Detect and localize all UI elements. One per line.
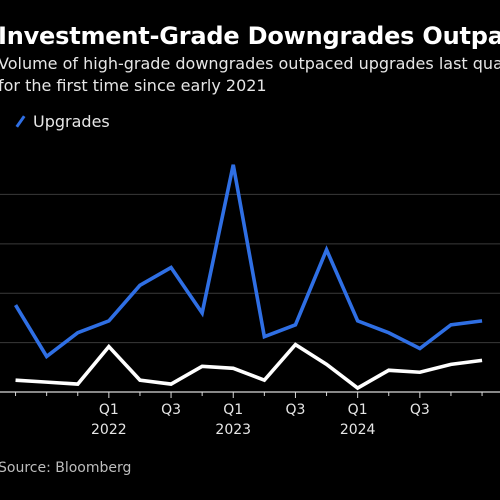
series-line-upgrades: [14, 164, 483, 360]
series-line-downgrades: [15, 342, 483, 391]
legend: Upgrades: [14, 112, 110, 131]
chart-subtitle-line-1: Volume of high-grade downgrades outpaced…: [0, 54, 500, 73]
x-tick-label-6: Q3: [410, 402, 430, 418]
x-tick-label-1: Q1: [99, 402, 119, 418]
x-tick-year-3: 2023: [215, 422, 251, 438]
legend-label-upgrades: Upgrades: [33, 112, 110, 131]
chart-subtitle-line-2: for the first time since early 2021: [0, 76, 267, 95]
x-tick-label-5: Q1: [348, 402, 368, 418]
source-note: Source: Bloomberg: [0, 460, 132, 476]
x-tick-label-4: Q3: [285, 402, 305, 418]
x-tick-year-1: 2022: [91, 422, 127, 438]
x-tick-year-5: 2024: [340, 422, 376, 438]
chart-title: Investment-Grade Downgrades Outpace Upgr…: [0, 22, 500, 50]
x-tick-label-3: Q1: [223, 402, 243, 418]
x-tick-label-2: Q3: [161, 402, 181, 418]
